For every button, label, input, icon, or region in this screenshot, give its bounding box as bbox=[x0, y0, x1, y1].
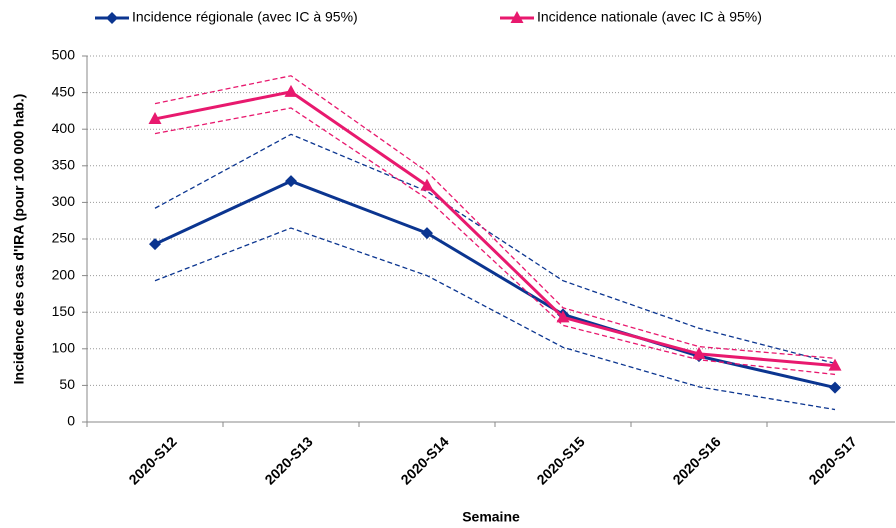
ci-upper-line bbox=[154, 75, 836, 359]
x-tick-label: 2020-S17 bbox=[805, 433, 859, 487]
x-tick-label: 2020-S12 bbox=[125, 433, 179, 487]
ci-upper-line bbox=[154, 133, 836, 365]
marker bbox=[420, 178, 434, 191]
x-tick-label: 2020-S15 bbox=[533, 433, 587, 487]
y-tick-label: 500 bbox=[52, 47, 76, 63]
x-axis-label: Semaine bbox=[462, 509, 520, 525]
marker bbox=[106, 12, 118, 24]
ci-lower-line bbox=[154, 227, 836, 411]
legend-label: Incidence nationale (avec IC à 95%) bbox=[537, 9, 762, 25]
y-tick-label: 100 bbox=[52, 340, 76, 356]
y-axis-label: Incidence des cas d'IRA (pour 100 000 ha… bbox=[11, 94, 27, 385]
y-tick-label: 300 bbox=[52, 193, 76, 209]
x-tick-label: 2020-S14 bbox=[397, 433, 451, 487]
legend-label: Incidence régionale (avec IC à 95%) bbox=[132, 9, 358, 25]
y-tick-label: 250 bbox=[52, 230, 76, 246]
marker bbox=[692, 346, 706, 359]
marker bbox=[148, 111, 162, 124]
ci-lower-line bbox=[154, 107, 836, 376]
y-tick-label: 350 bbox=[52, 157, 76, 173]
x-tick-label: 2020-S13 bbox=[261, 433, 315, 487]
series-line bbox=[154, 179, 836, 390]
marker bbox=[421, 227, 433, 240]
marker bbox=[510, 11, 524, 23]
marker bbox=[285, 175, 297, 188]
x-tick-label: 2020-S16 bbox=[669, 433, 723, 487]
marker bbox=[829, 381, 841, 394]
y-tick-label: 400 bbox=[52, 120, 76, 136]
marker bbox=[284, 84, 298, 97]
series-line bbox=[154, 90, 836, 368]
marker bbox=[828, 358, 842, 371]
y-tick-label: 450 bbox=[52, 83, 76, 99]
y-tick-label: 200 bbox=[52, 266, 76, 282]
marker bbox=[556, 310, 570, 323]
y-tick-label: 150 bbox=[52, 303, 76, 319]
y-tick-label: 50 bbox=[59, 376, 75, 392]
y-tick-label: 0 bbox=[67, 413, 75, 429]
marker bbox=[149, 238, 161, 251]
